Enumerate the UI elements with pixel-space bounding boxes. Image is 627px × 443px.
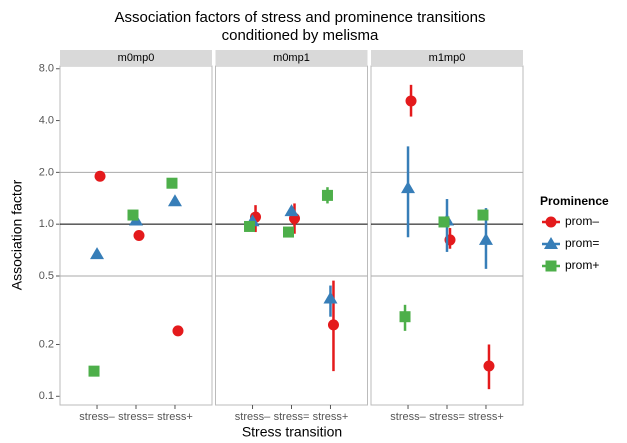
x-tick-label: stress=	[118, 411, 154, 423]
point	[477, 209, 489, 221]
point	[88, 365, 100, 377]
x-tick-label: stress–	[235, 411, 271, 423]
point	[133, 229, 145, 241]
legend-label: prom+	[565, 258, 599, 272]
x-tick-label: stress+	[313, 411, 349, 423]
y-tick-label: 2.0	[39, 166, 54, 178]
legend-label: prom–	[565, 214, 599, 228]
x-tick-label: stress+	[468, 411, 504, 423]
point	[172, 325, 184, 337]
legend-key	[544, 237, 558, 249]
strip	[60, 50, 212, 66]
point	[167, 194, 182, 207]
point	[284, 204, 299, 217]
x-tick-label: stress=	[429, 411, 465, 423]
strip-label: m1mp0	[429, 52, 466, 64]
point	[483, 360, 495, 372]
legend-key	[545, 216, 557, 228]
point	[401, 181, 416, 194]
x-tick-label: stress+	[157, 411, 193, 423]
y-tick-label: 1.0	[39, 218, 54, 230]
point	[127, 209, 139, 221]
legend-title: Prominence	[540, 194, 609, 208]
chart-title: conditioned by melisma	[222, 27, 379, 44]
point	[399, 311, 411, 323]
point	[94, 170, 106, 182]
x-axis-label: Stress transition	[242, 424, 342, 440]
y-tick-label: 0.1	[39, 390, 54, 402]
point	[90, 247, 105, 260]
x-tick-label: stress–	[390, 411, 426, 423]
y-tick-label: 0.2	[39, 338, 54, 350]
point	[478, 232, 493, 245]
point	[327, 319, 339, 331]
point	[166, 177, 178, 189]
point	[323, 291, 338, 304]
point	[321, 189, 333, 201]
strip	[371, 50, 523, 66]
x-tick-label: stress–	[79, 411, 115, 423]
legend-label: prom=	[565, 236, 599, 250]
y-axis-label: Association factor	[9, 179, 25, 290]
strip-label: m0mp1	[273, 52, 310, 64]
chart-title: Association factors of stress and promin…	[114, 9, 485, 26]
strip-label: m0mp0	[118, 52, 155, 64]
y-tick-label: 8.0	[39, 63, 54, 75]
legend-key	[545, 260, 557, 272]
point	[405, 95, 417, 107]
point	[244, 220, 256, 232]
strip	[215, 50, 368, 66]
point	[438, 216, 450, 228]
y-tick-label: 4.0	[39, 114, 54, 126]
x-tick-label: stress=	[274, 411, 310, 423]
point	[283, 226, 294, 238]
y-tick-label: 0.5	[39, 270, 54, 282]
